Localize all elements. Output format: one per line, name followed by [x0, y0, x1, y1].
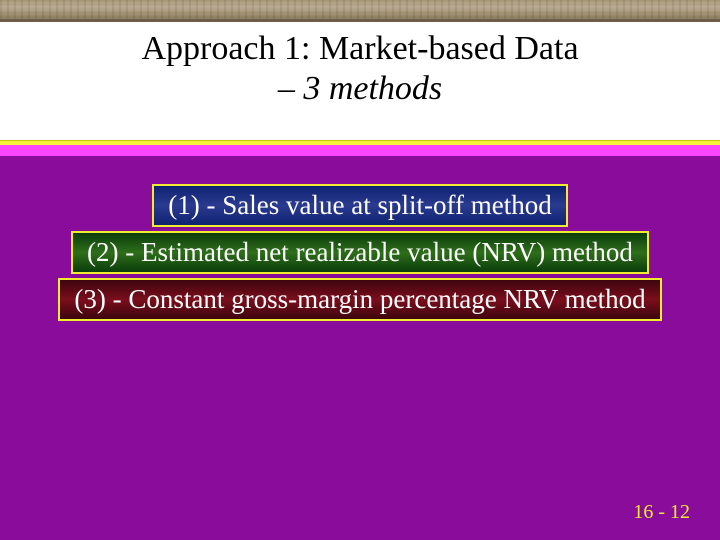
header-area: Approach 1: Market-based Data – 3 method… [0, 22, 720, 142]
title-line1: Approach 1: Market-based Data [0, 30, 720, 68]
body-area: (1) - Sales value at split-off method (2… [0, 156, 720, 540]
method-1-box: (1) - Sales value at split-off method [152, 184, 567, 227]
methods-list: (1) - Sales value at split-off method (2… [0, 184, 720, 321]
slide: Approach 1: Market-based Data – 3 method… [0, 0, 720, 540]
method-2-label: (2) - Estimated net realizable value (NR… [87, 237, 633, 267]
divider-bar [0, 140, 720, 156]
method-1-label: (1) - Sales value at split-off method [168, 190, 551, 220]
method-3-box: (3) - Constant gross-margin percentage N… [58, 278, 661, 321]
method-3-label: (3) - Constant gross-margin percentage N… [74, 284, 645, 314]
page-number: 16 - 12 [633, 501, 690, 524]
method-2-box: (2) - Estimated net realizable value (NR… [71, 231, 649, 274]
top-texture-bar [0, 0, 720, 22]
title-line2: – 3 methods [0, 70, 720, 108]
